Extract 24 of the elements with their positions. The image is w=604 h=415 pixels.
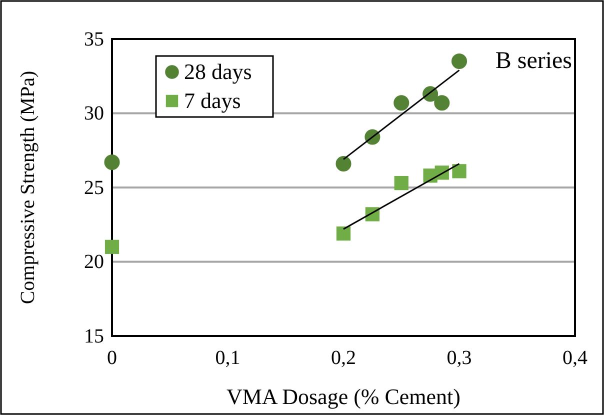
point bbox=[394, 95, 410, 111]
y-tick-label: 25 bbox=[84, 176, 104, 199]
y-tick-label: 20 bbox=[84, 251, 104, 274]
point bbox=[336, 226, 351, 241]
point bbox=[104, 240, 120, 254]
x-tick-label: 0 bbox=[107, 347, 117, 370]
point bbox=[394, 176, 408, 190]
y-tick-label: 30 bbox=[84, 102, 104, 125]
y-tick-label: 15 bbox=[84, 325, 104, 348]
annotation: B series bbox=[495, 48, 572, 74]
point bbox=[452, 164, 466, 178]
x-tick-label: 0,2 bbox=[331, 347, 356, 370]
legend-label: 28 days bbox=[184, 59, 252, 84]
y-axis-title: Compressive Strength (MPa) bbox=[17, 70, 39, 304]
x-tick-label: 0,1 bbox=[215, 347, 240, 370]
legend-label: 7 days bbox=[184, 88, 241, 113]
point bbox=[336, 156, 352, 172]
point bbox=[434, 95, 450, 111]
x-tick-label: 0,3 bbox=[446, 347, 472, 370]
point bbox=[104, 154, 120, 170]
y-tick-label: 35 bbox=[84, 28, 104, 50]
point bbox=[451, 54, 468, 70]
x-axis-title: VMA Dosage (% Cement) bbox=[226, 384, 461, 409]
x-tick-label: 0,4 bbox=[562, 347, 588, 370]
